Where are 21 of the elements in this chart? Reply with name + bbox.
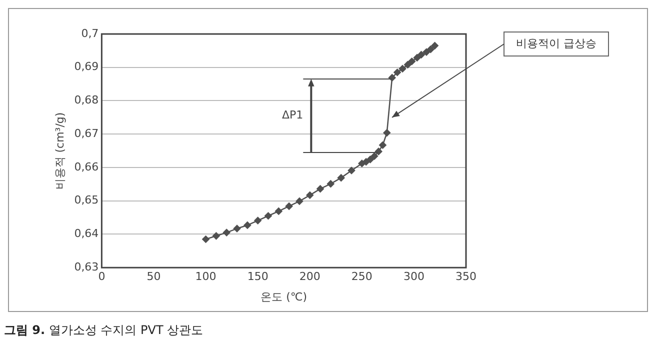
y-tick-label: 0,7 (81, 26, 99, 40)
annotation: 비용적이 급상승 (516, 36, 596, 50)
x-tick-label: 150 (247, 270, 268, 284)
x-axis-title: 온도 (℃) (260, 290, 308, 304)
y-tick-label: 0,64 (74, 227, 99, 240)
y-tick-label: 0,65 (74, 194, 99, 207)
text: 그림 9. 열가소성 수지의 PVT 상관도 (4, 322, 204, 339)
y-tick-label: 0,67 (74, 126, 99, 140)
y-axis-title: 비용적 (cm³/g) (53, 112, 66, 190)
x-tick-label: 200 (299, 270, 320, 284)
x-tick-label: 250 (351, 270, 372, 284)
x-tick-label: 0 (98, 270, 106, 284)
y-tick-label: 0,63 (74, 260, 99, 274)
x-tick-label: 300 (403, 270, 424, 284)
y-tick-label: 0,66 (74, 160, 99, 174)
y-tick-label: 0,69 (74, 60, 99, 74)
x-tick-label: 50 (146, 270, 161, 284)
annotation: ΔP1 (282, 108, 304, 122)
x-tick-label: 350 (456, 270, 476, 284)
x-tick-label: 100 (195, 270, 216, 284)
y-tick-label: 0,68 (74, 94, 99, 107)
